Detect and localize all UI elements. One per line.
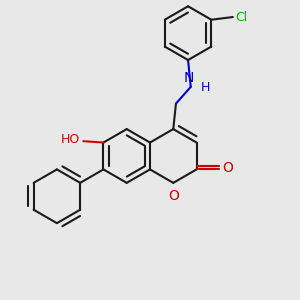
Text: HO: HO bbox=[61, 133, 80, 146]
Text: H: H bbox=[200, 81, 210, 94]
Text: Cl: Cl bbox=[235, 11, 248, 23]
Text: O: O bbox=[222, 161, 233, 175]
Text: N: N bbox=[184, 70, 194, 85]
Text: O: O bbox=[168, 189, 179, 203]
